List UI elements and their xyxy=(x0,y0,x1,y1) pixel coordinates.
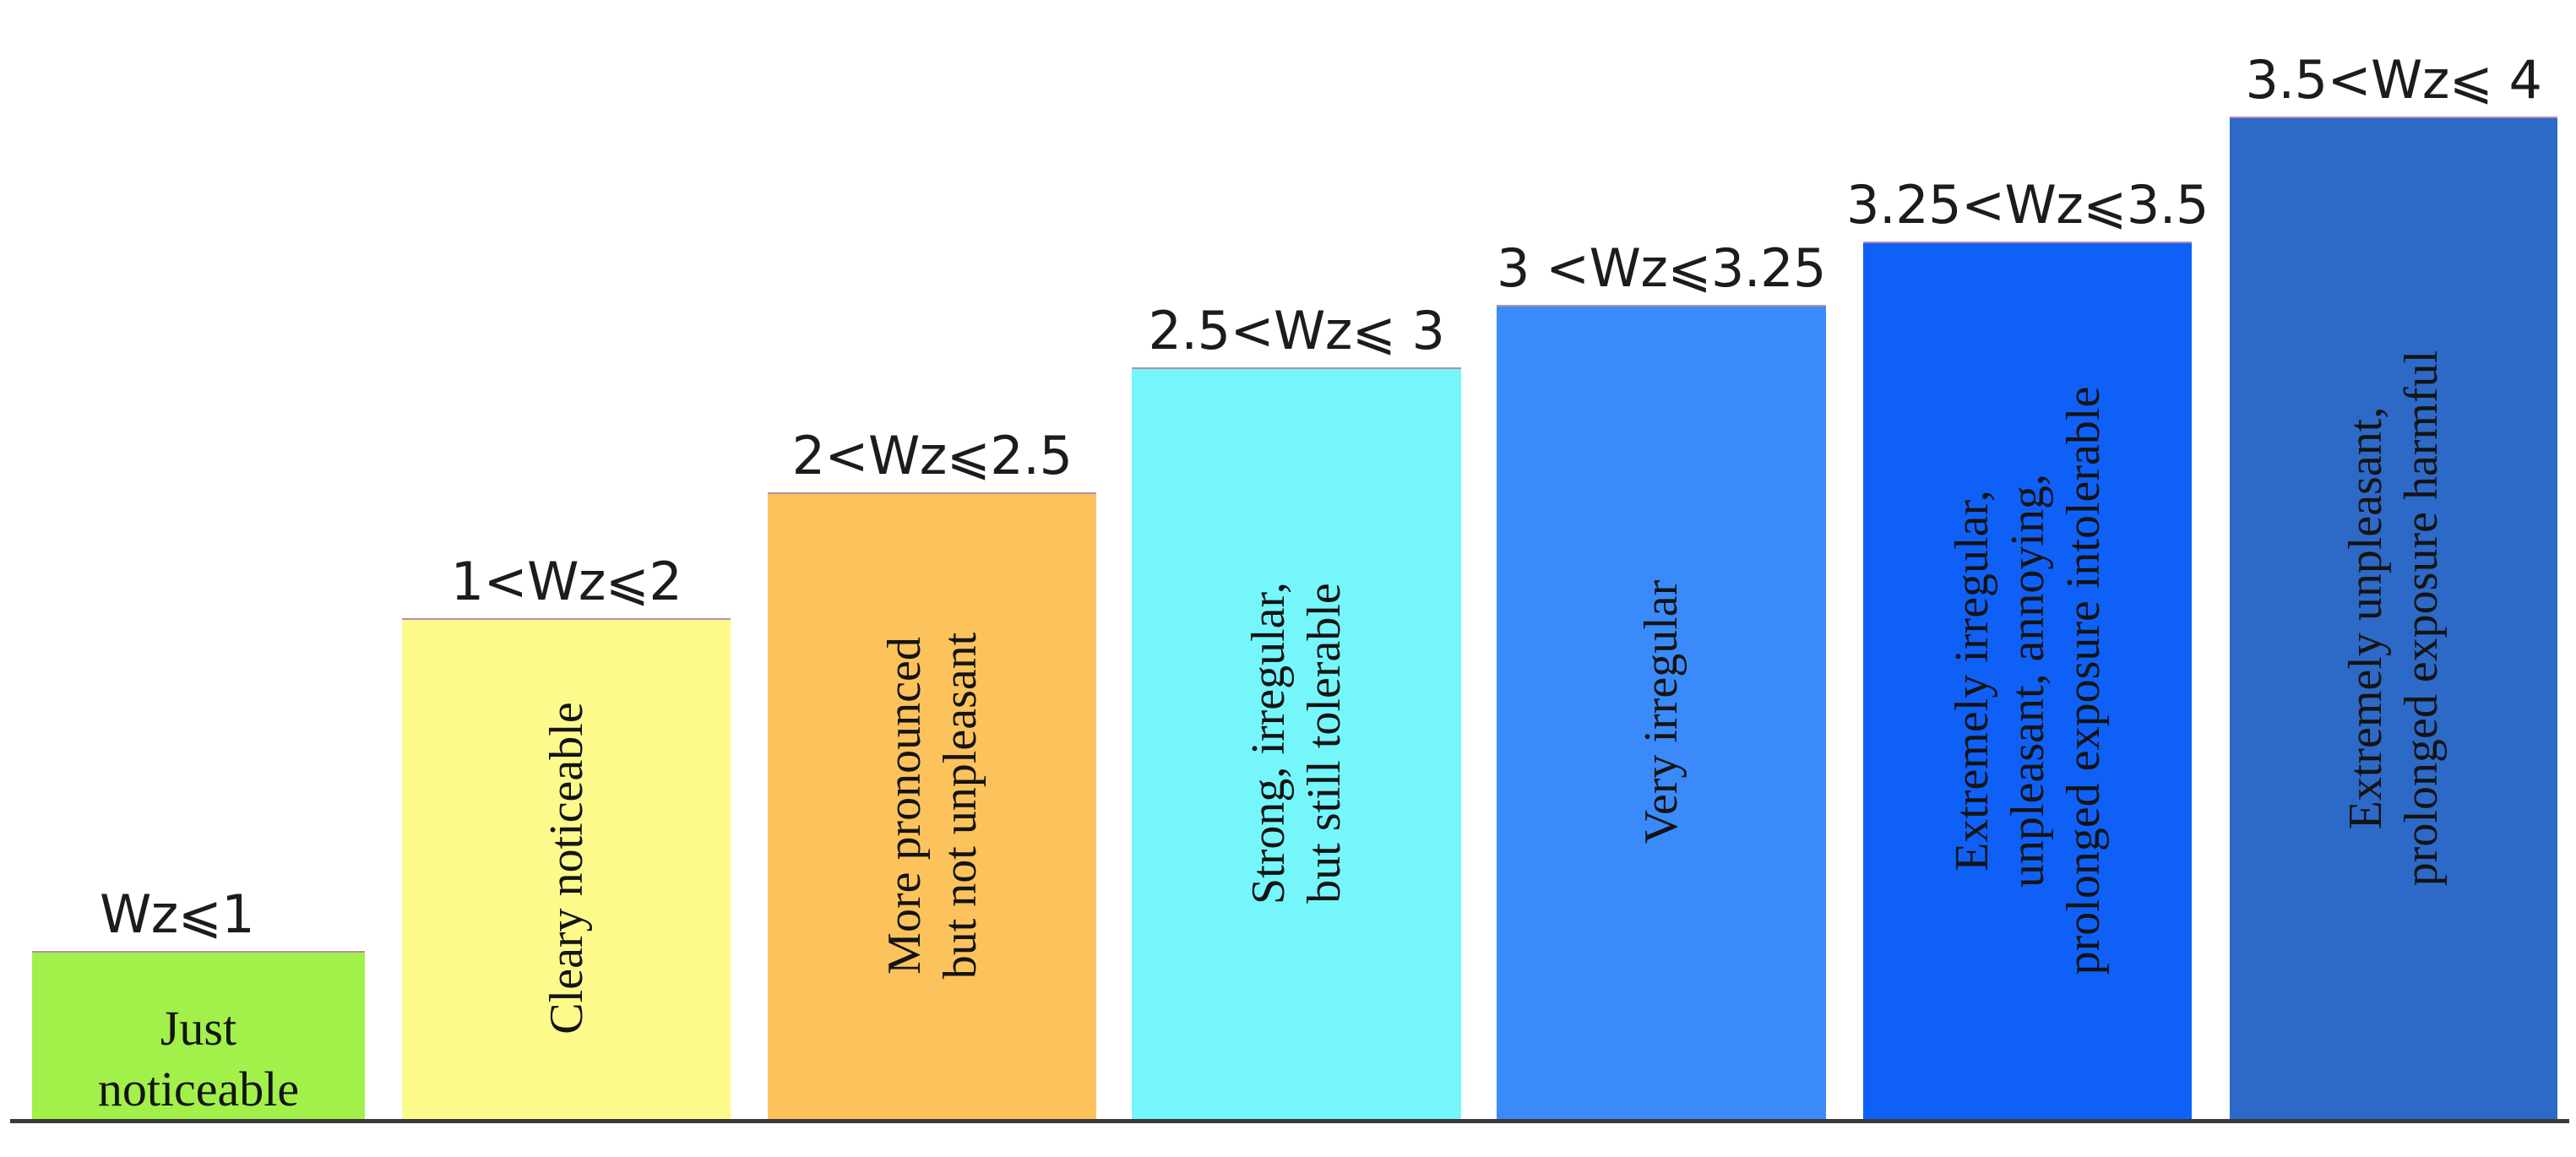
bar-description: Extremely unpleasant, prolonged exposure … xyxy=(2338,350,2449,885)
bar-6: Extremely irregular, unpleasant, annoying… xyxy=(1863,242,2192,1119)
x-axis-baseline xyxy=(10,1119,2569,1123)
bar-top-edge xyxy=(1132,367,1461,369)
bar-range-label: 2<Wz⩽2.5 xyxy=(791,425,1073,487)
bar-description: Strong, irregular, but still tolerable xyxy=(1241,582,1352,904)
bar-description-line: Extremely irregular, xyxy=(1945,489,1998,872)
bar-range-label: 3.5<Wz⩽ 4 xyxy=(2245,49,2542,111)
bar-top-edge xyxy=(1497,304,1826,307)
bar-7: Extremely unpleasant, prolonged exposure … xyxy=(2230,117,2557,1119)
bar-top-edge xyxy=(1863,242,2192,244)
bar-top-edge xyxy=(32,951,365,953)
bar-description: More pronounced but not unpleasant xyxy=(876,633,987,980)
bar-description-line: but still tolerable xyxy=(1298,583,1350,904)
bar-2: Cleary noticeable xyxy=(402,617,731,1119)
bar-range-label: 1<Wz⩽2 xyxy=(450,550,682,612)
bar-1: Just noticeable xyxy=(32,951,365,1119)
bar-description: Extremely irregular, unpleasant, annoying… xyxy=(1943,386,2111,975)
bar-4: Strong, irregular, but still tolerable xyxy=(1132,367,1461,1119)
bar-description-line: prolonged exposure intolerable xyxy=(2057,386,2110,975)
bar-top-edge xyxy=(2230,117,2557,118)
bar-description: Very irregular xyxy=(1633,580,1689,845)
bar-top-edge xyxy=(768,492,1096,495)
bar-description-line: but not unpleasant xyxy=(933,632,986,980)
bar-3: More pronounced but not unpleasant xyxy=(768,492,1096,1119)
bar-range-label: 3.25<Wz⩽3.5 xyxy=(1846,174,2209,236)
bar-description-line: Cleary noticeable xyxy=(540,702,593,1035)
bar-range-label: Wz⩽1 xyxy=(100,883,255,946)
bar-description-line: More pronounced xyxy=(878,637,931,975)
bar-range-label: 2.5<Wz⩽ 3 xyxy=(1148,299,1445,361)
bar-description-line: prolonged exposure harmful xyxy=(2395,350,2448,886)
bar-description-line: noticeable xyxy=(97,1062,300,1117)
bar-description: Cleary noticeable xyxy=(538,703,594,1035)
bar-description-line: Very irregular xyxy=(1634,579,1687,845)
bar-top-edge xyxy=(402,617,731,620)
bar-range-label: 3 <Wz⩽3.25 xyxy=(1497,236,1826,299)
bar-description-line: Extremely unpleasant, xyxy=(2339,406,2392,829)
bar-description: Just noticeable xyxy=(32,998,365,1121)
bar-5: Very irregular xyxy=(1497,304,1826,1119)
bar-description-line: Strong, irregular, xyxy=(1242,581,1295,904)
bar-description-line: Just xyxy=(160,1000,237,1056)
bar-description-line: unpleasant, annoying, xyxy=(2001,473,2054,888)
